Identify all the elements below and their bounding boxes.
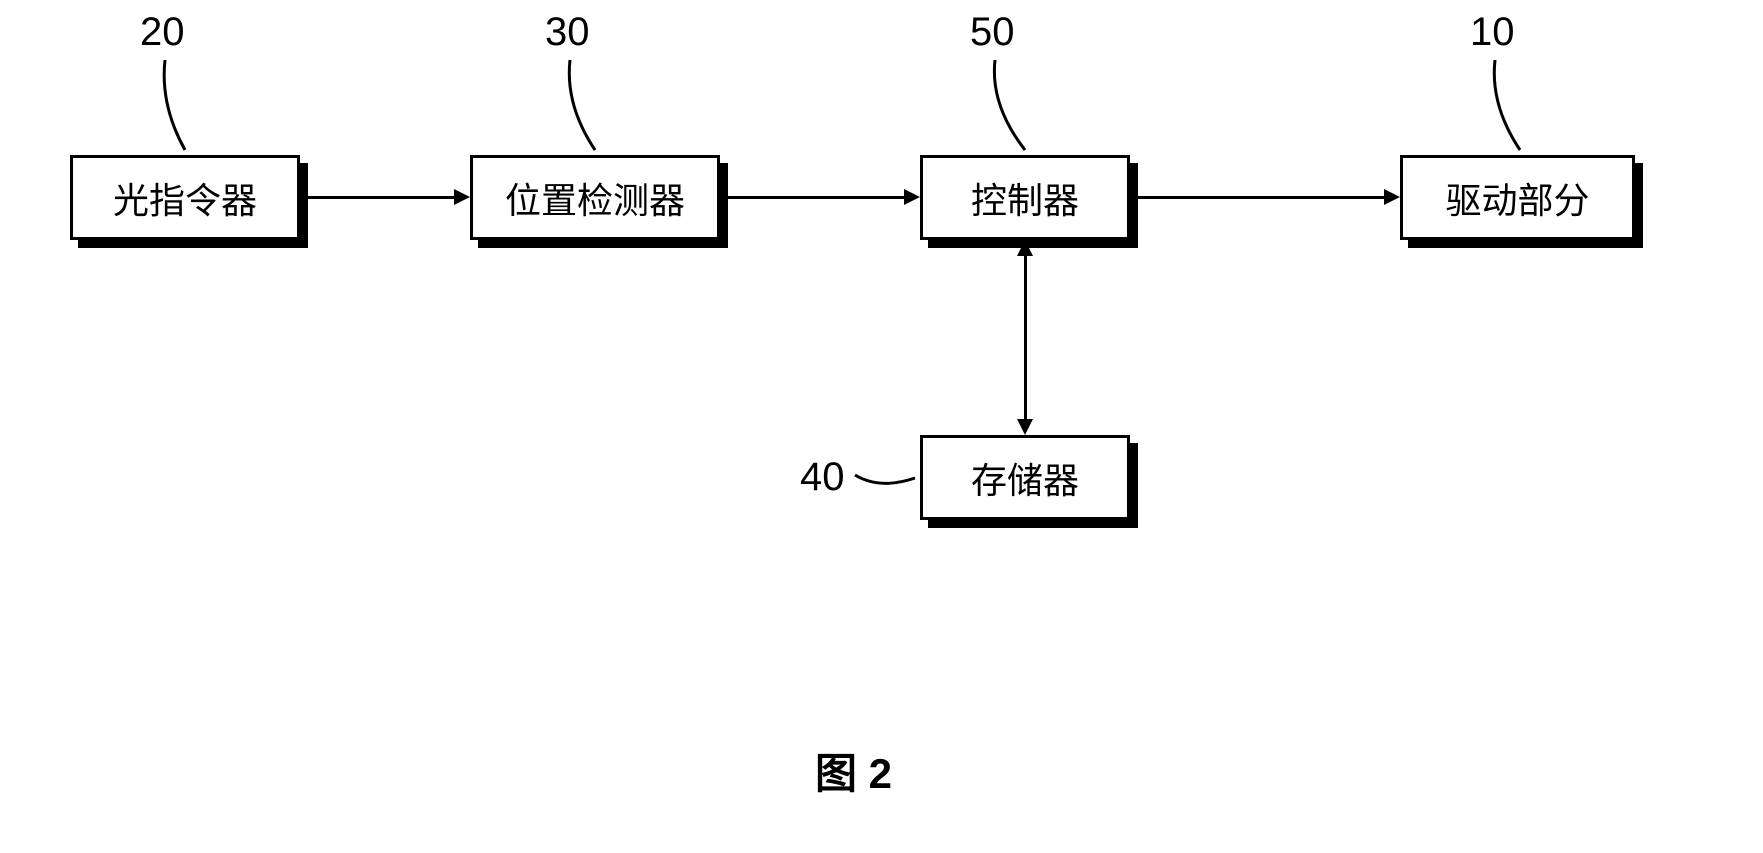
leader-line xyxy=(560,55,620,155)
block-position-detector: 位置检测器 xyxy=(470,155,720,240)
block-label: 位置检测器 xyxy=(505,172,685,224)
block-label: 控制器 xyxy=(971,172,1079,224)
ref-label-50: 50 xyxy=(970,10,1015,55)
arrow xyxy=(728,196,904,199)
leader-line xyxy=(1485,55,1545,155)
arrow-bidirectional xyxy=(1024,256,1027,419)
block-driver-part: 驱动部分 xyxy=(1400,155,1635,240)
block-label: 驱动部分 xyxy=(1445,172,1589,224)
block-label: 存储器 xyxy=(971,452,1079,504)
arrow-head-icon xyxy=(904,189,920,205)
figure-caption: 图 2 xyxy=(815,740,892,801)
leader-line xyxy=(850,465,920,495)
block-optical-commander: 光指令器 xyxy=(70,155,300,240)
leader-line xyxy=(155,55,215,155)
block-controller: 控制器 xyxy=(920,155,1130,240)
ref-label-30: 30 xyxy=(545,10,590,55)
arrow xyxy=(308,196,454,199)
ref-label-40: 40 xyxy=(800,455,845,500)
block-label: 光指令器 xyxy=(113,172,257,224)
ref-label-10: 10 xyxy=(1470,10,1515,55)
flowchart-diagram: 光指令器 20 位置检测器 30 控制器 50 驱动部分 10 存储器 40 xyxy=(0,0,1763,853)
arrow-head-icon xyxy=(1384,189,1400,205)
leader-line xyxy=(985,55,1045,155)
ref-label-20: 20 xyxy=(140,10,185,55)
arrow-head-icon xyxy=(1017,240,1033,256)
arrow xyxy=(1138,196,1384,199)
arrow-head-icon xyxy=(454,189,470,205)
arrow-head-icon xyxy=(1017,419,1033,435)
block-memory: 存储器 xyxy=(920,435,1130,520)
